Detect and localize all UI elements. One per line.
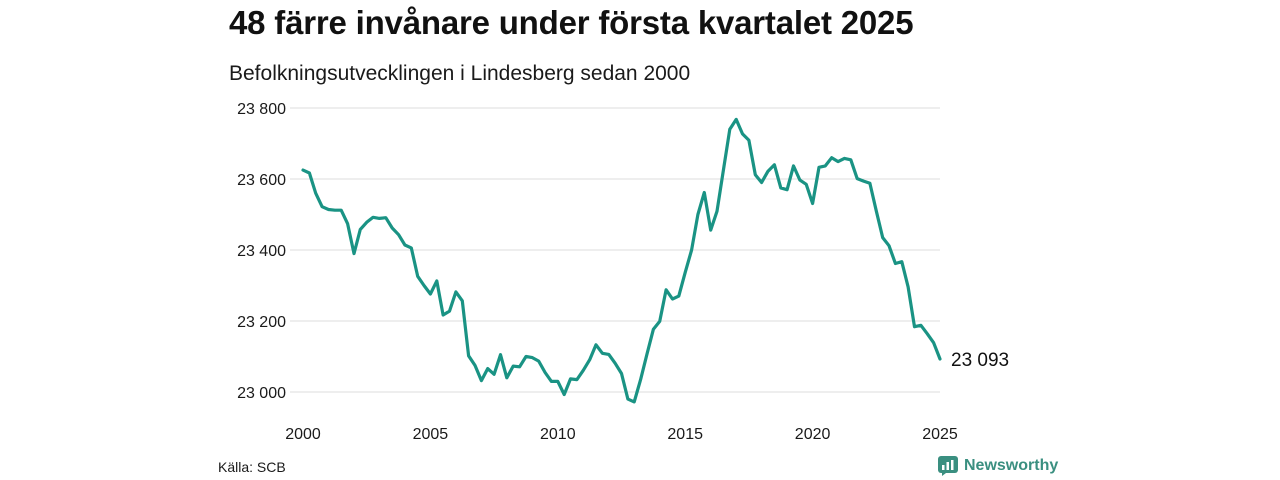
x-tick-label: 2010 <box>540 426 576 443</box>
x-axis-ticks: 2000 2005 2010 2015 2020 2025 <box>285 426 958 443</box>
y-tick-label: 23 000 <box>237 385 286 402</box>
y-tick-label: 23 200 <box>237 314 286 331</box>
y-tick-label: 23 600 <box>237 172 286 189</box>
newsworthy-logo-icon <box>938 456 958 476</box>
y-tick-label: 23 400 <box>237 243 286 260</box>
brand-name: Newsworthy <box>964 457 1059 474</box>
x-tick-label: 2020 <box>795 426 831 443</box>
end-value-label: 23 093 <box>951 350 1009 371</box>
series-line-population <box>301 117 942 404</box>
chart-title: 48 färre invånare under första kvartalet… <box>229 4 914 41</box>
x-tick-label: 2005 <box>413 426 449 443</box>
x-tick-label: 2000 <box>285 426 321 443</box>
gridlines <box>290 107 940 393</box>
x-tick-label: 2015 <box>667 426 703 443</box>
brand-logo: Newsworthy <box>938 456 1058 476</box>
chart-subtitle: Befolkningsutvecklingen i Lindesberg sed… <box>229 62 691 85</box>
x-tick-label: 2025 <box>922 426 958 443</box>
y-axis-ticks: 23 000 23 200 23 400 23 600 23 800 <box>237 101 286 402</box>
y-tick-label: 23 800 <box>237 101 286 118</box>
source-note: Källa: SCB <box>218 459 286 475</box>
